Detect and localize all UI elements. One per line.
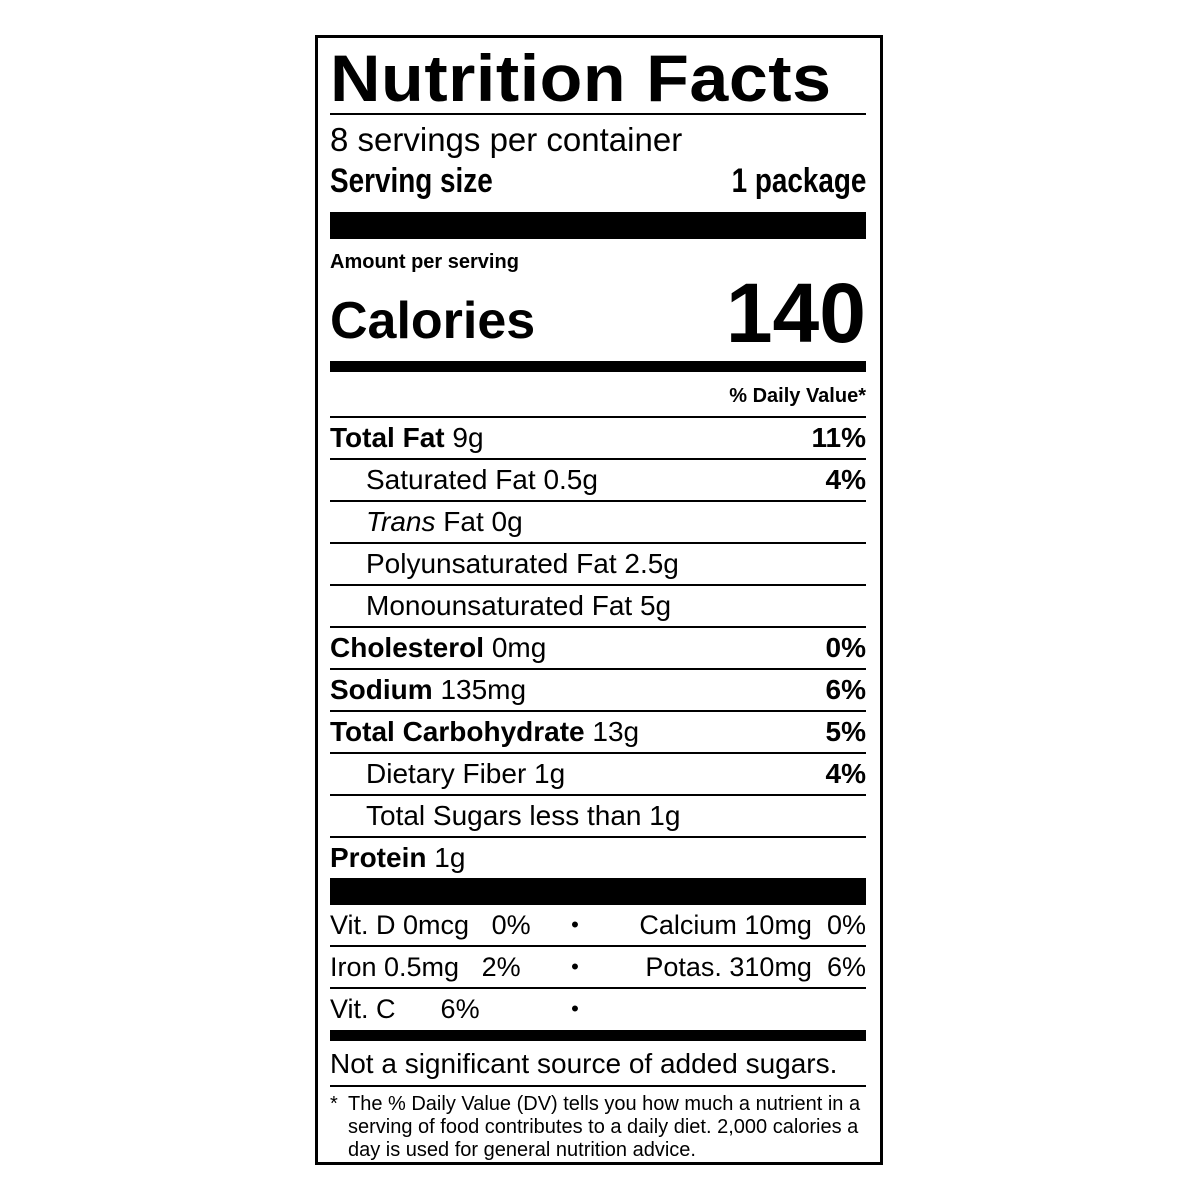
vitamin-left: Iron 0.5mg <box>330 951 460 982</box>
nutrient-name-italic: Trans <box>366 506 436 537</box>
calories-row: Calories 140 <box>330 271 866 355</box>
divider <box>330 113 866 115</box>
medium-divider <box>330 361 866 372</box>
footnote: * The % Daily Value (DV) tells you how m… <box>330 1087 866 1162</box>
footnote-star: * <box>330 1093 338 1115</box>
bullet-icon: • <box>571 954 579 979</box>
nutrient-list: Total Fat 9g 11% Saturated Fat 0.5g 4% Trans… <box>330 416 866 878</box>
nutrient-row: Saturated Fat 0.5g 4% <box>330 458 866 500</box>
nutrient-name: Protein <box>330 842 427 873</box>
nutrient-row: Protein 1g <box>330 836 866 878</box>
nutrient-amount: 0.5g <box>543 464 598 495</box>
nutrient-name: Monounsaturated Fat <box>366 590 633 621</box>
nutrient-name: Sodium <box>330 674 433 705</box>
vitamin-left-dv: 0% <box>491 909 531 940</box>
nutrient-amount: 135mg <box>440 674 527 705</box>
vitamin-left: Vit. D 0mcg <box>330 909 470 940</box>
nutrient-amount: 1g <box>534 758 566 789</box>
nutrient-name: Total Fat <box>330 422 445 453</box>
amount-per-serving: Amount per serving <box>330 251 519 273</box>
nutrient-amount: 0g <box>491 506 523 537</box>
footnote-text: The % Daily Value (DV) tells you how muc… <box>348 1093 861 1161</box>
nutrient-dv: 6% <box>825 674 866 705</box>
vitamin-row: Vit. D 0mcg 0% • Calcium 10mg 0% <box>330 905 866 945</box>
servings-per-container: 8 servings per container <box>330 121 683 158</box>
bullet-icon: • <box>571 996 579 1021</box>
nutrient-name: Dietary Fiber <box>366 758 527 789</box>
nutrient-row: Polyunsaturated Fat 2.5g <box>330 542 866 584</box>
calories-label: Calories <box>330 292 536 350</box>
nutrient-name: Total Sugars <box>366 800 522 831</box>
nutrient-amount: 2.5g <box>624 548 679 579</box>
vitamin-row: Vit. C 6% • <box>330 987 866 1029</box>
bullet-icon: • <box>571 912 579 937</box>
vitamin-right: Calcium 10mg <box>639 909 812 940</box>
divider <box>330 1085 866 1087</box>
vitamin-left: Vit. C <box>330 993 396 1024</box>
thick-divider <box>330 212 866 239</box>
nutrient-name: Cholesterol <box>330 632 485 663</box>
nutrient-row: Sodium 135mg 6% <box>330 668 866 710</box>
nutrition-facts-label: Nutrition Facts 8 servings per container… <box>315 35 883 1165</box>
nutrient-amount: 13g <box>592 716 640 747</box>
medium-divider <box>330 1030 866 1041</box>
vitamin-right-dv: 0% <box>826 909 866 940</box>
nutrient-row: Trans Fat 0g <box>330 500 866 542</box>
nutrient-amount: 1g <box>434 842 466 873</box>
nutrient-dv: 0% <box>825 632 866 663</box>
vitamin-right: Potas. 310mg <box>645 951 812 982</box>
serving-size: Serving size 1 package <box>330 162 866 204</box>
nutrient-amount: 5g <box>639 590 672 621</box>
thick-divider <box>330 878 866 905</box>
nutrient-row: Total Sugars less than 1g <box>330 794 866 836</box>
nutrient-dv: 5% <box>825 716 866 747</box>
nutrient-row: Total Carbohydrate 13g 5% <box>330 710 866 752</box>
serving-size-label: Serving size <box>330 162 493 200</box>
calories-value: 140 <box>725 266 866 360</box>
nutrient-row: Cholesterol 0mg 0% <box>330 626 866 668</box>
nutrient-amount: less than 1g <box>529 800 681 831</box>
vitamin-left-dv: 2% <box>481 951 521 982</box>
vitamin-row: Iron 0.5mg 2% • Potas. 310mg 6% <box>330 945 866 987</box>
vitamin-list: Vit. D 0mcg 0% • Calcium 10mg 0% Iron 0.5mg… <box>330 905 866 1029</box>
vitamin-left-dv: 6% <box>440 993 480 1024</box>
nutrient-amount: 9g <box>452 422 484 453</box>
nutrient-dv: 4% <box>825 464 866 495</box>
serving-size-value: 1 package <box>731 162 866 200</box>
nutrient-row: Total Fat 9g 11% <box>330 416 866 458</box>
nutrient-name: Total Carbohydrate <box>330 716 585 747</box>
nutrient-amount: 0mg <box>491 632 547 663</box>
nutrient-name: Saturated Fat <box>366 464 536 495</box>
nutrient-name: Fat <box>443 506 484 537</box>
vitamin-right-dv: 6% <box>826 951 866 982</box>
label-title: Nutrition Facts <box>330 41 832 115</box>
nutrient-row: Monounsaturated Fat 5g <box>330 584 866 626</box>
nutrient-name: Polyunsaturated Fat <box>366 548 617 579</box>
nutrient-dv: 4% <box>825 758 866 789</box>
nutrient-dv: 11% <box>811 422 867 453</box>
nutrient-row: Dietary Fiber 1g 4% <box>330 752 866 794</box>
daily-value-header: % Daily Value* <box>729 385 866 407</box>
added-sugars-note: Not a significant source of added sugars… <box>330 1048 838 1079</box>
